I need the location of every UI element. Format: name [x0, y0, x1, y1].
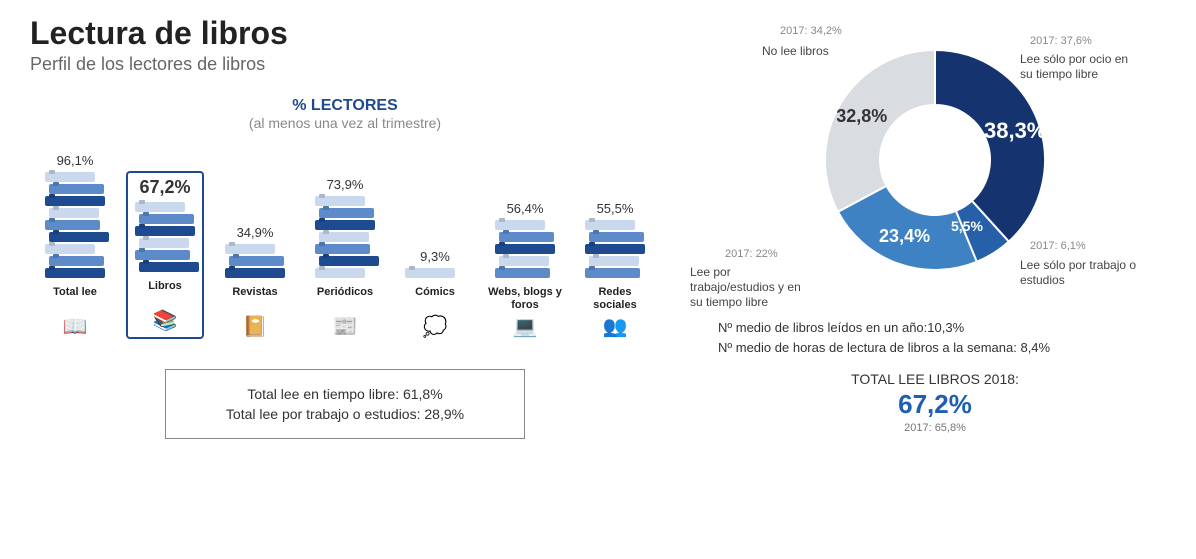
- laptop-icon: 💻: [513, 314, 538, 339]
- lectores-header: % LECTORES (al menos una vez al trimestr…: [30, 97, 660, 131]
- bar-value: 67,2%: [139, 177, 190, 198]
- bar-item: 34,9% Revistas📔: [216, 225, 294, 339]
- comic-icon: 💭: [423, 314, 448, 339]
- donut-segment-label: Lee sólo por ocio en su tiempo libre: [1020, 52, 1140, 82]
- bar-item: 67,2% Libros📚: [126, 171, 204, 339]
- total-label: TOTAL LEE LIBROS 2018:: [700, 371, 1170, 387]
- donut-ref: 2017: 22%: [725, 248, 778, 260]
- lectores-title: % LECTORES: [30, 97, 660, 115]
- summary-line-1: Total lee en tiempo libre: 61,8%: [188, 386, 502, 402]
- newspaper-icon: 📰: [333, 314, 358, 339]
- bar-label: Webs, blogs y foros: [486, 286, 564, 312]
- donut-slice-value: 23,4%: [879, 226, 930, 247]
- donut-slice-value: 32,8%: [836, 106, 887, 127]
- book-stack: [405, 268, 465, 280]
- total-value: 67,2%: [700, 389, 1170, 420]
- donut-segment-label: Lee sólo por trabajo o estudios: [1020, 258, 1140, 288]
- bar-label: Periódicos: [317, 286, 373, 312]
- stats-block: Nº medio de libros leídos en un año:10,3…: [700, 318, 1170, 357]
- bar-chart: 96,1% Total lee📖 67,2% Libros📚 34,9% Revistas…: [30, 139, 660, 339]
- book-stack: [315, 196, 375, 280]
- bar-item: 73,9% Periódicos📰: [306, 177, 384, 339]
- summary-box: Total lee en tiempo libre: 61,8% Total l…: [165, 369, 525, 439]
- reader-icon: 📖: [63, 314, 88, 339]
- donut-slice: [825, 50, 935, 212]
- bar-item: 55,5% Redes sociales👥: [576, 201, 654, 339]
- book-stack: [135, 202, 195, 274]
- donut-slice-value: 5,5%: [951, 218, 983, 234]
- magazine-icon: 📔: [243, 314, 268, 339]
- bar-value: 73,9%: [327, 177, 364, 192]
- summary-line-2: Total lee por trabajo o estudios: 28,9%: [188, 406, 502, 422]
- bar-item: 56,4% Webs, blogs y foros💻: [486, 201, 564, 339]
- lectores-caption: (al menos una vez al trimestre): [30, 115, 660, 131]
- total-block: TOTAL LEE LIBROS 2018: 67,2% 2017: 65,8%: [700, 371, 1170, 434]
- stats-line-1: Nº medio de libros leídos en un año:10,3…: [718, 318, 1170, 338]
- page-subtitle: Perfil de los lectores de libros: [30, 54, 660, 75]
- bar-label: Libros: [148, 280, 182, 306]
- bar-value: 55,5%: [597, 201, 634, 216]
- donut-ref: 2017: 37,6%: [1030, 35, 1092, 47]
- donut-slice-value: 38,3%: [984, 118, 1046, 144]
- donut-ref: 2017: 34,2%: [780, 25, 842, 37]
- book-stack: [225, 244, 285, 280]
- donut-ref: 2017: 6,1%: [1030, 240, 1086, 252]
- bar-label: Redes sociales: [576, 286, 654, 312]
- page-title: Lectura de libros: [30, 15, 660, 52]
- donut-segment-label: No lee libros: [762, 44, 882, 59]
- left-panel: Lectura de libros Perfil de los lectores…: [30, 15, 660, 439]
- right-panel: 38,3% 5,5% 23,4% 32,8% Nº medio de libros l…: [700, 20, 1170, 434]
- bar-label: Revistas: [232, 286, 277, 312]
- bar-value: 56,4%: [507, 201, 544, 216]
- book-icon: 📚: [153, 308, 178, 333]
- people-icon: 👥: [603, 314, 628, 339]
- bar-label: Total lee: [53, 286, 97, 312]
- book-stack: [495, 220, 555, 280]
- book-stack: [585, 220, 645, 280]
- book-stack: [45, 172, 105, 280]
- bar-item: 9,3% Cómics💭: [396, 249, 474, 339]
- stats-line-2: Nº medio de horas de lectura de libros a…: [718, 338, 1170, 358]
- donut-segment-label: Lee por trabajo/estudios y en su tiempo …: [690, 265, 810, 310]
- bar-item: 96,1% Total lee📖: [36, 153, 114, 339]
- bar-value: 9,3%: [420, 249, 450, 264]
- total-ref: 2017: 65,8%: [700, 422, 1170, 434]
- bar-value: 96,1%: [57, 153, 94, 168]
- bar-label: Cómics: [415, 286, 455, 312]
- bar-value: 34,9%: [237, 225, 274, 240]
